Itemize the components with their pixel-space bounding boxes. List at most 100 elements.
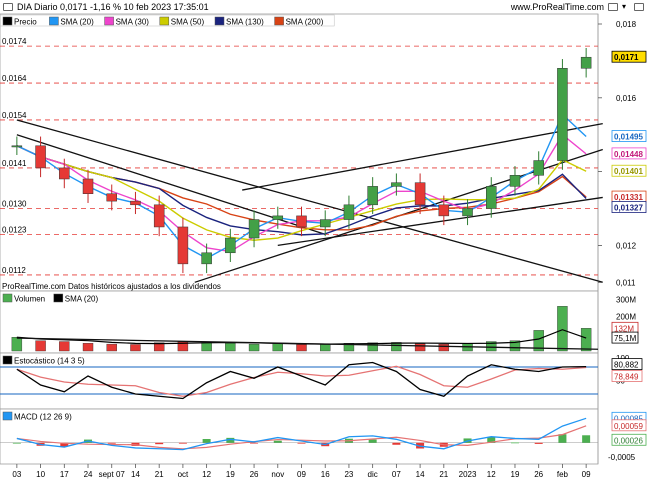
candle <box>296 215 307 228</box>
minimize-icon[interactable] <box>608 3 618 11</box>
x-tick-label: 24 <box>84 470 93 479</box>
macd-tick-label: -0,0005 <box>608 453 636 462</box>
volume-bar <box>391 342 402 352</box>
macd-histogram-bar <box>12 442 21 444</box>
x-tick-label: 14 <box>416 470 425 479</box>
dropdown-icon[interactable]: ▾ <box>622 2 627 11</box>
level-label: 0,0130 <box>2 200 27 209</box>
candle <box>367 186 378 206</box>
candle <box>580 56 592 69</box>
x-tick-label: 16 <box>321 470 330 479</box>
level-label: 0,0112 <box>2 266 26 275</box>
price-badge <box>611 147 647 160</box>
level-label: 0,0141 <box>2 159 27 168</box>
candle <box>106 193 117 202</box>
volume-bar <box>367 342 378 352</box>
x-tick-label: 26 <box>250 470 259 479</box>
candle <box>319 219 331 228</box>
window-icon[interactable] <box>3 3 13 11</box>
x-tick-label: nov <box>271 470 284 479</box>
trendline <box>242 122 603 191</box>
macd-histogram-bar <box>107 442 116 444</box>
candle <box>248 219 260 239</box>
legend-swatch <box>274 16 284 26</box>
price-badge-label: 0,01331 <box>614 193 643 202</box>
volume-bar <box>320 343 331 352</box>
top-bar: DIA Diario 0,0171 -1,16 % 10 feb 2023 17… <box>0 0 650 14</box>
legend-swatch <box>214 16 225 26</box>
volume-bar <box>59 341 70 352</box>
macd-histogram-bar <box>582 435 591 443</box>
macd-legend-label: MACD (12 26 9) <box>14 413 72 422</box>
volume-bar <box>438 343 450 352</box>
macd-badge <box>611 419 647 432</box>
macd-badge <box>611 433 647 446</box>
price-badge <box>611 50 647 63</box>
price-tick-label: 0,011 <box>616 278 636 287</box>
x-tick-label: 17 <box>60 470 69 479</box>
x-tick-label: sept 07 <box>99 470 126 479</box>
candle <box>391 182 402 187</box>
x-tick-label: 19 <box>226 470 235 479</box>
volume-bar <box>509 340 521 352</box>
macd-histogram-bar <box>368 439 377 443</box>
volume-tick-label: 300M <box>616 295 636 304</box>
volume-legend-swatch <box>53 293 64 303</box>
volume-bar <box>11 337 23 352</box>
candle <box>59 167 70 180</box>
maximize-icon[interactable] <box>634 3 644 11</box>
volume-badge-label: 132M <box>614 324 634 333</box>
legend-label: SMA (200) <box>286 18 324 27</box>
price-tick-label: 0,012 <box>616 241 637 250</box>
macd-line <box>16 417 587 451</box>
volume-bar <box>533 330 544 352</box>
volume-trendline <box>16 337 599 350</box>
chart-title: DIA Diario 0,0171 -1,16 % 10 feb 2023 17… <box>17 2 209 12</box>
x-tick-label: 23 <box>344 470 353 479</box>
candle <box>153 204 165 228</box>
legend-label: SMA (130) <box>226 18 264 27</box>
x-tick-label: dic <box>368 470 378 479</box>
stoch-badge-label: 80,882 <box>614 361 639 370</box>
price-badge-label: 0,0171 <box>614 53 639 62</box>
volume-bar <box>248 343 260 352</box>
stoch-badge <box>611 370 643 382</box>
stoch-panel-frame <box>0 352 599 410</box>
price-badge-label: 0,01327 <box>614 204 643 213</box>
x-tick-label: 19 <box>511 470 520 479</box>
price-legend-box <box>0 14 335 27</box>
volume-legend-swatch <box>2 293 13 303</box>
legend-label: SMA (30) <box>116 18 150 27</box>
candle <box>557 68 568 161</box>
level-label: 0,0174 <box>2 37 27 46</box>
macd-histogram-bar <box>534 442 543 444</box>
x-tick-label: 21 <box>155 470 164 479</box>
volume-bar <box>153 342 165 352</box>
candle <box>177 226 189 265</box>
x-tick-label: feb <box>557 470 569 479</box>
price-panel-frame <box>0 13 599 292</box>
stoch-k-line <box>16 361 587 400</box>
macd-histogram-bar <box>60 442 69 447</box>
trendline <box>277 196 603 247</box>
volume-bar <box>296 344 307 352</box>
footer-note: ProRealTime.com Datos históricos ajustad… <box>2 282 221 291</box>
x-tick-label: 14 <box>131 470 140 479</box>
stoch-d-line <box>16 365 587 397</box>
volume-badge <box>611 331 639 344</box>
price-badge <box>611 130 647 142</box>
macd-legend-swatch <box>2 411 13 421</box>
x-tick-label: 07 <box>392 470 401 479</box>
x-tick-label: 09 <box>582 470 591 479</box>
x-tick-label: 09 <box>297 470 306 479</box>
candle <box>225 237 236 254</box>
legend-swatch <box>104 16 114 26</box>
volume-bar <box>272 343 283 352</box>
volume-bar <box>225 343 236 352</box>
macd-histogram-bar <box>250 442 259 444</box>
x-tick-label: 12 <box>487 470 496 479</box>
trendline <box>16 119 603 283</box>
site-link[interactable]: www.ProRealTime.com <box>510 2 604 12</box>
volume-bar <box>580 328 592 352</box>
